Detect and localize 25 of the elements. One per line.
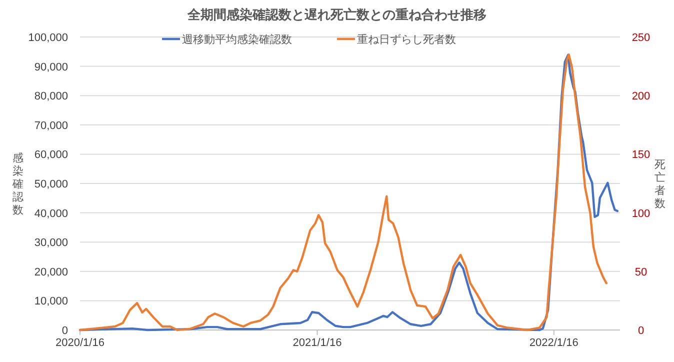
y2-tick-label: 100 <box>632 208 650 220</box>
y-tick-label: 40,000 <box>34 208 68 220</box>
y2-tick-label: 200 <box>632 90 650 103</box>
y-tick-label: 90,000 <box>34 61 68 74</box>
y-tick-label: 10,000 <box>34 296 68 308</box>
y2-tick-label: 250 <box>632 32 650 44</box>
y2-tick-label: 150 <box>632 149 650 162</box>
x-tick-label: 2022/1/16 <box>529 337 578 349</box>
y-tick-label: 60,000 <box>34 149 68 162</box>
y-tick-label: 100,000 <box>28 32 68 44</box>
y-tick-label: 30,000 <box>34 237 68 250</box>
chart-title: 全期間感染確認数と遅れ死亡数との重ね合わせ推移 <box>186 7 486 22</box>
y-tick-label: 0 <box>62 325 68 337</box>
legend-label: 週移動平均感染確認数 <box>182 33 292 46</box>
x-tick-label: 2021/1/16 <box>292 337 342 349</box>
legend-label: 重ね日ずらし死者数 <box>357 33 456 46</box>
y2-tick-label: 50 <box>634 266 648 278</box>
y-tick-label: 20,000 <box>34 266 68 278</box>
y-axis-title: 感染確認数 <box>12 152 24 216</box>
y2-tick-label: 0 <box>638 325 644 337</box>
y-tick-label: 80,000 <box>34 90 68 103</box>
y-tick-label: 70,000 <box>34 120 68 132</box>
x-tick-label: 2020/1/16 <box>56 337 104 349</box>
y2-axis-title: 死亡者数 <box>654 159 666 210</box>
y-tick-label: 50,000 <box>34 178 68 190</box>
